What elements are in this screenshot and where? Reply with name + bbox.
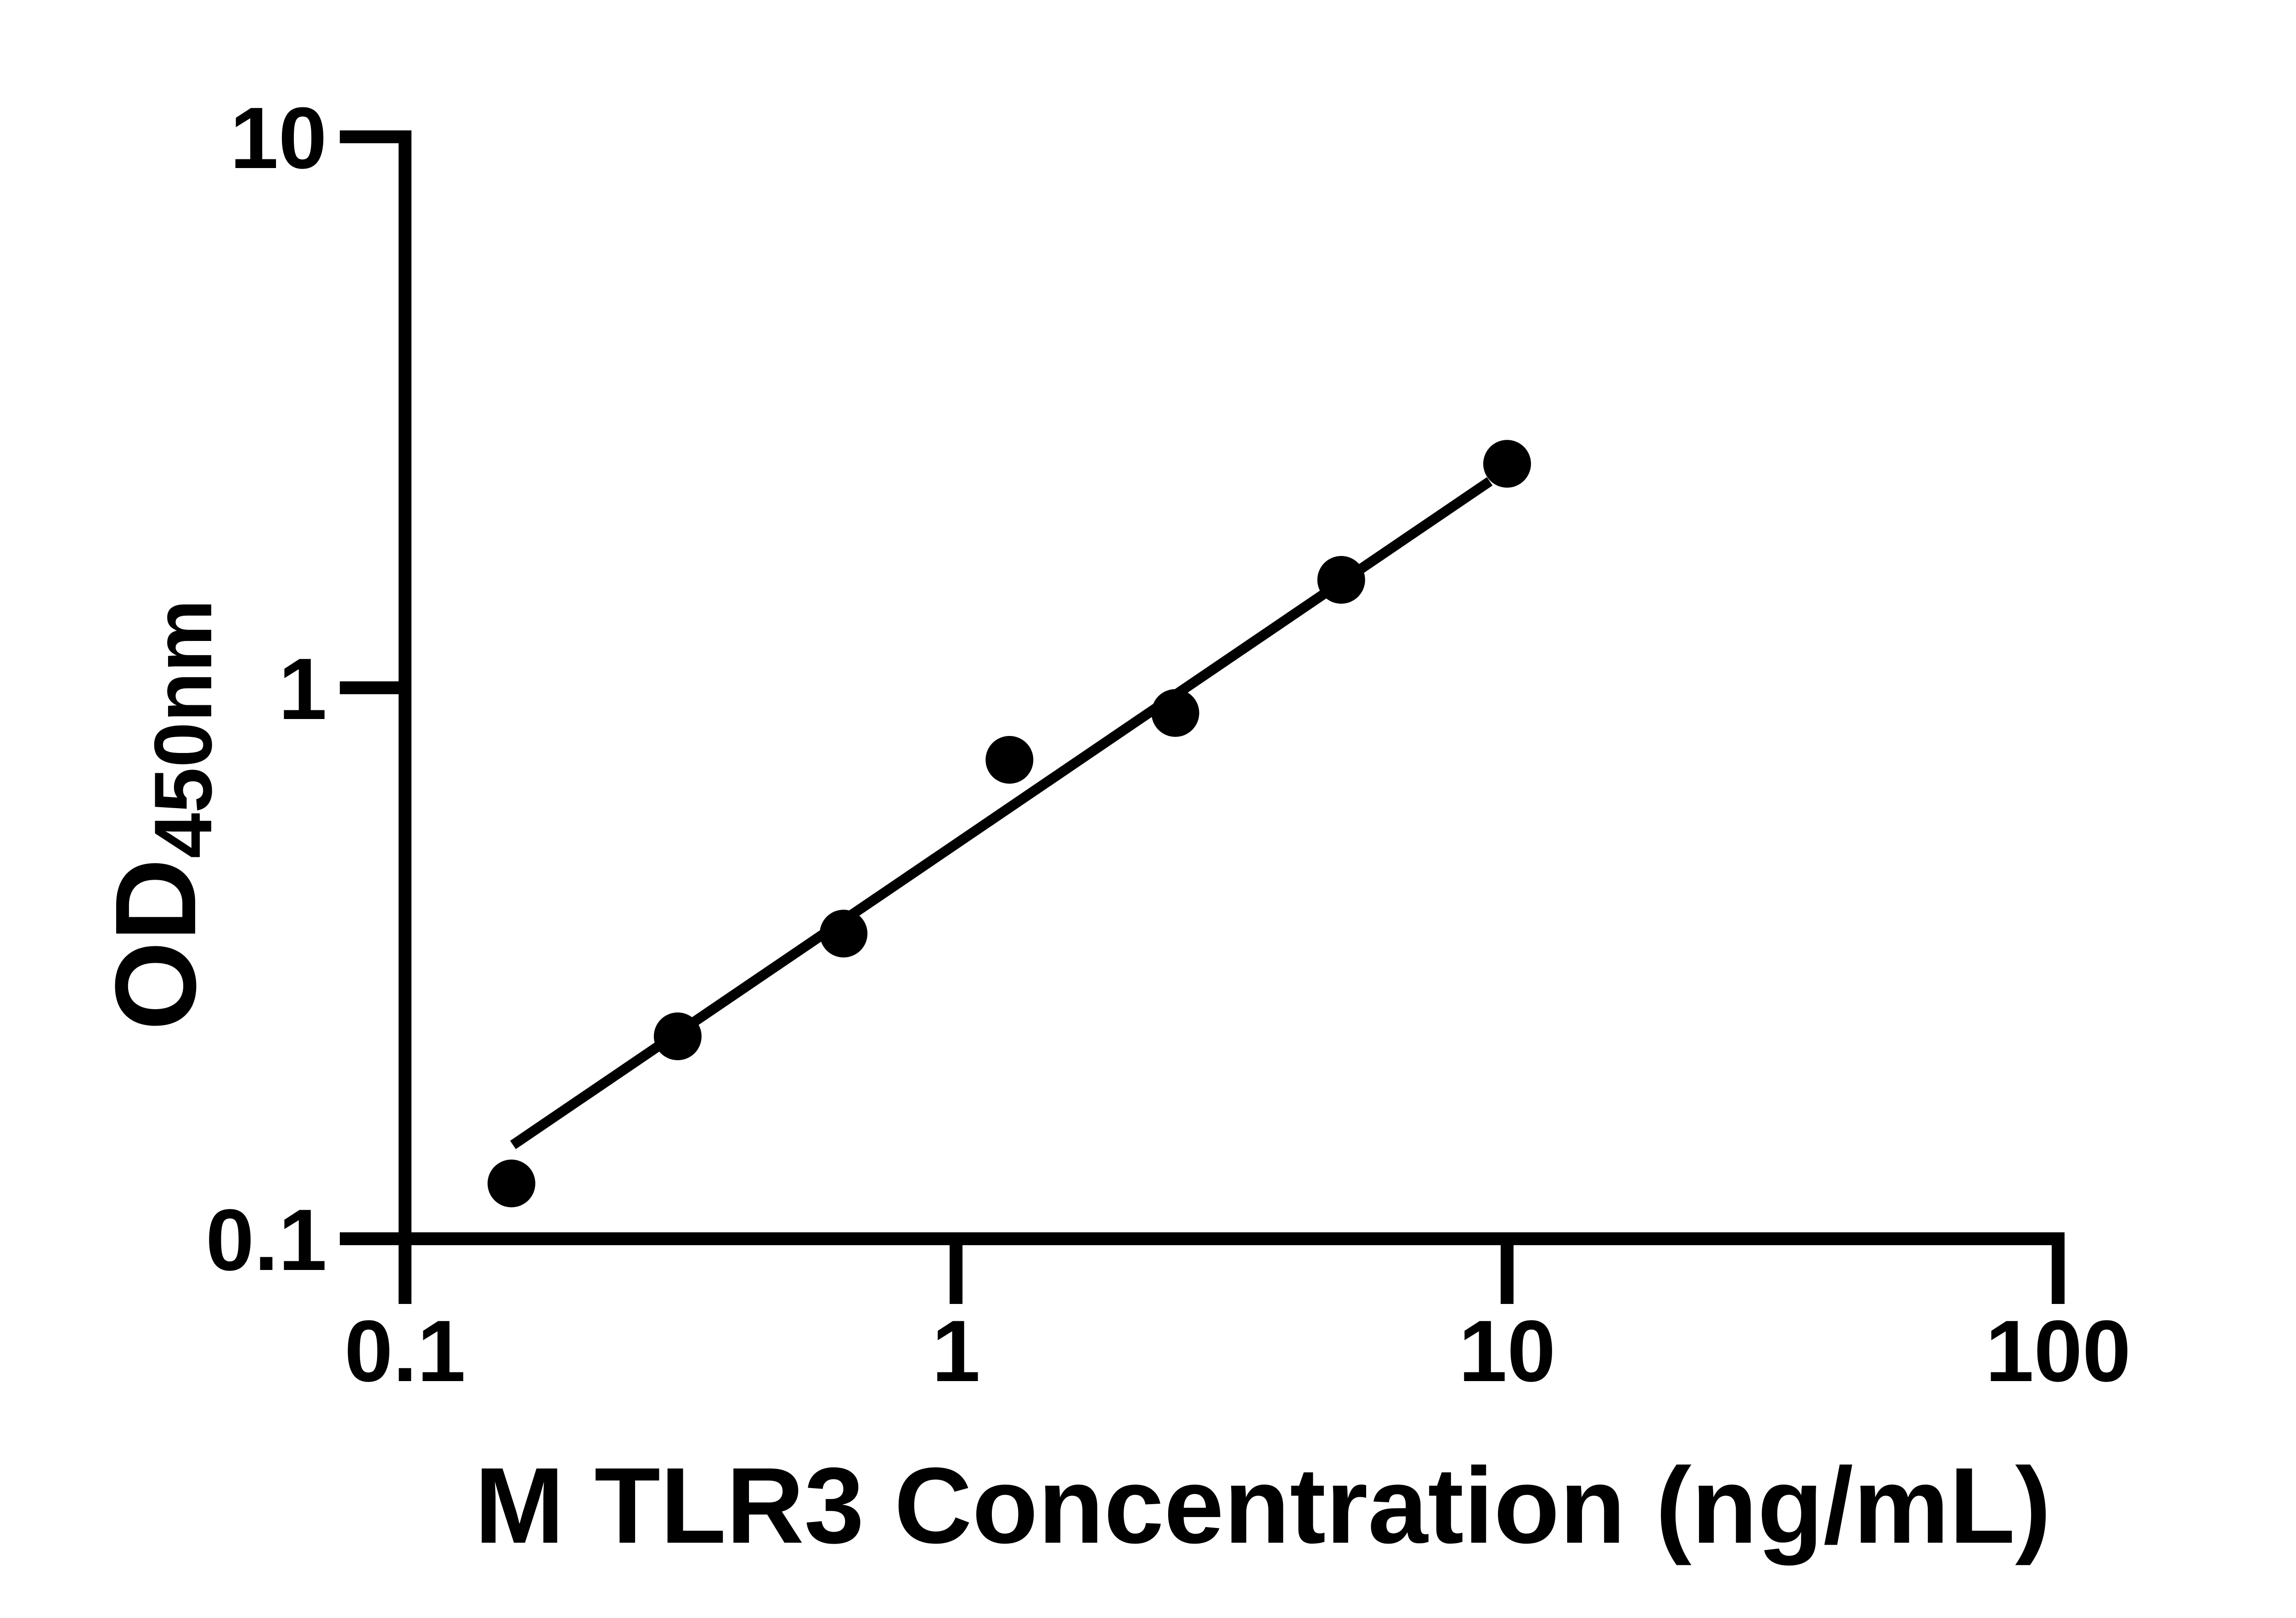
y-tick-label-1: 1 bbox=[278, 640, 327, 738]
data-point bbox=[820, 910, 868, 958]
x-tick-label-0.1: 0.1 bbox=[344, 1303, 466, 1400]
data-layer bbox=[487, 440, 1531, 1208]
x-tick-label-1: 1 bbox=[932, 1303, 980, 1400]
x-tick-label-100: 100 bbox=[1985, 1303, 2131, 1400]
y-axis-title: OD450nm bbox=[91, 600, 229, 1031]
y-tick-label-0.1: 0.1 bbox=[206, 1191, 327, 1289]
axes bbox=[399, 130, 2065, 1245]
data-point bbox=[487, 1159, 535, 1208]
data-point bbox=[1317, 556, 1365, 604]
y-tick-marks bbox=[340, 130, 405, 1245]
x-axis-title: M TLR3 Concentration (ng/mL) bbox=[474, 1445, 2051, 1566]
x-tick-label-10: 10 bbox=[1458, 1303, 1555, 1400]
y-axis-title-subscript: 450nm bbox=[137, 600, 229, 859]
x-tick-labels: 0.1 1 10 100 bbox=[344, 1303, 2131, 1400]
y-tick-labels: 0.1 1 10 bbox=[206, 90, 327, 1289]
y-axis-title-main: OD bbox=[91, 859, 219, 1031]
data-point bbox=[1151, 689, 1199, 737]
data-point bbox=[653, 1012, 702, 1061]
y-tick-label-10: 10 bbox=[230, 90, 327, 187]
data-point bbox=[985, 736, 1034, 784]
x-tick-marks bbox=[399, 1239, 2065, 1304]
data-point bbox=[1483, 440, 1531, 488]
